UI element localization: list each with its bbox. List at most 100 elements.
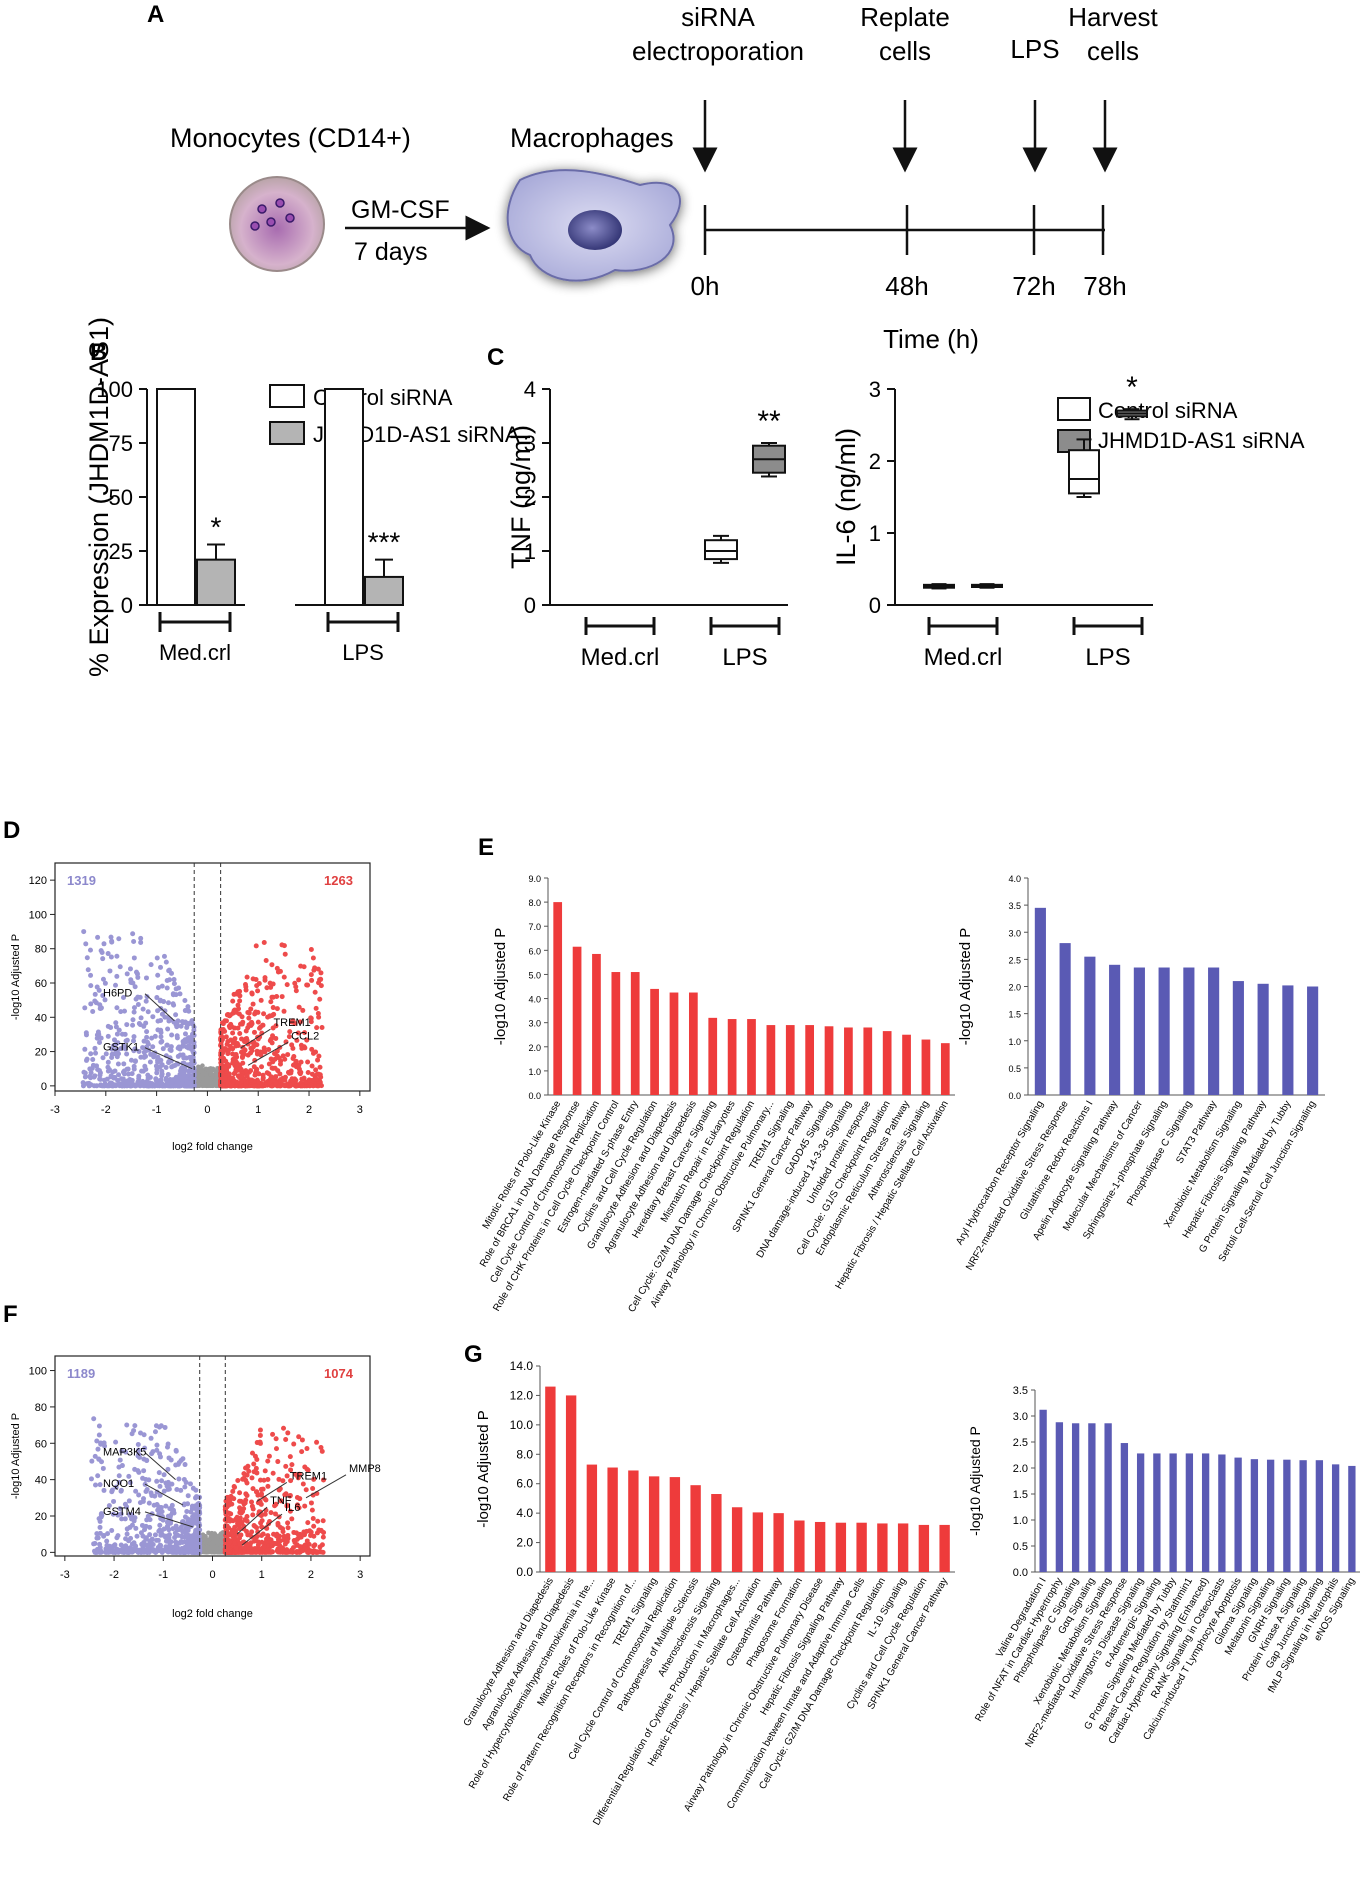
gene-label-TREM1: TREM1	[290, 1470, 327, 1482]
point-up	[297, 1070, 303, 1076]
point-up	[261, 1045, 267, 1051]
point-up	[320, 1549, 326, 1555]
point-down	[116, 1480, 122, 1486]
point-up	[279, 942, 285, 948]
point-down	[153, 1076, 159, 1082]
point-up	[283, 1463, 289, 1469]
point-down	[116, 1473, 122, 1479]
y-tick-label: 4.0	[516, 1506, 533, 1520]
point-ns	[207, 1537, 212, 1542]
event-harvest-line1: Harvest	[1068, 2, 1158, 32]
point-up	[244, 974, 250, 980]
point-up	[244, 1528, 250, 1534]
point-down	[185, 1493, 191, 1499]
point-up	[316, 1083, 322, 1089]
point-down	[98, 1440, 104, 1446]
point-down	[171, 981, 177, 987]
point-down	[121, 1061, 127, 1067]
point-down	[145, 1009, 151, 1015]
gene-label-H6PD: H6PD	[103, 988, 132, 1000]
point-down	[109, 1046, 115, 1052]
point-up	[315, 1057, 321, 1063]
y-tick-label: 1	[524, 539, 536, 564]
petri-dish-icon	[229, 176, 325, 272]
x-tick-label: 0	[204, 1104, 210, 1116]
point-up	[283, 1437, 289, 1443]
point-up	[228, 1021, 234, 1027]
point-down	[182, 1484, 188, 1490]
point-up	[245, 1009, 251, 1015]
group-label: Med.crl	[581, 644, 660, 671]
point-up	[284, 982, 290, 988]
point-down	[131, 1009, 137, 1015]
point-down	[112, 1068, 118, 1074]
point-down	[124, 1504, 130, 1510]
point-down	[136, 1492, 142, 1498]
point-up	[249, 1499, 255, 1505]
point-up	[309, 1071, 315, 1077]
point-down	[169, 1064, 175, 1070]
y-axis-label: IL-6 (ng/ml)	[831, 428, 861, 566]
point-up	[266, 1061, 272, 1067]
y-tick-label: 3.0	[528, 1019, 541, 1029]
point-up	[237, 1549, 243, 1555]
point-down	[141, 1496, 147, 1502]
point-up	[316, 1053, 322, 1059]
point-up	[218, 1027, 224, 1033]
point-down	[89, 1458, 95, 1464]
point-up	[311, 1523, 317, 1529]
point-down	[92, 991, 98, 997]
point-down	[90, 1008, 96, 1014]
point-ns	[211, 1545, 217, 1551]
point-down	[88, 1476, 94, 1482]
point-up	[243, 1068, 249, 1074]
chart-g-downregulated: 0.0 0.5 1.0 1.5 2.0 2.5 3.0 3.5 -log10 Adjusted …	[967, 1385, 1360, 1749]
point-down	[96, 987, 102, 993]
point-down	[129, 1071, 135, 1077]
point-down	[182, 1514, 188, 1520]
point-down	[158, 1034, 164, 1040]
point-down	[132, 1466, 138, 1472]
point-down	[140, 1006, 146, 1012]
point-up	[289, 1042, 295, 1048]
point-down	[192, 1530, 198, 1536]
point-down	[196, 1549, 202, 1555]
point-up	[246, 1468, 252, 1474]
point-up	[300, 1007, 306, 1013]
point-down	[116, 1464, 122, 1470]
point-down	[132, 1423, 138, 1429]
point-ns	[212, 1531, 217, 1536]
pathway-bar-0	[545, 1386, 556, 1572]
point-up	[219, 1054, 225, 1060]
y-tick-label: 3.5	[1008, 901, 1021, 911]
point-down	[181, 1055, 187, 1061]
point-down	[136, 1075, 142, 1081]
point-up	[233, 1043, 239, 1049]
point-down	[135, 1001, 141, 1007]
y-tick-label: 60	[35, 1438, 47, 1450]
point-down	[191, 1057, 197, 1063]
point-down	[126, 1538, 132, 1544]
point-down	[136, 1454, 142, 1460]
y-tick-label: 80	[35, 1402, 47, 1414]
point-up	[261, 1477, 267, 1483]
panel-label-g: G	[464, 1341, 483, 1368]
point-down	[111, 1498, 117, 1504]
count-down: 1319	[67, 873, 96, 888]
point-up	[289, 1516, 295, 1522]
point-up	[304, 1446, 310, 1452]
point-down	[143, 1476, 149, 1482]
point-down	[100, 976, 106, 982]
point-up	[309, 1046, 315, 1052]
point-ns	[208, 1072, 214, 1077]
point-ns	[208, 1083, 213, 1088]
panel-label-b: B	[90, 339, 107, 366]
point-down	[156, 1504, 162, 1510]
point-down	[141, 1432, 147, 1438]
point-down	[141, 1541, 147, 1547]
point-up	[296, 1434, 302, 1440]
point-down	[97, 1545, 103, 1551]
legend-swatch-knockdown	[269, 421, 305, 445]
point-up	[252, 1083, 258, 1089]
point-up	[276, 1055, 282, 1061]
